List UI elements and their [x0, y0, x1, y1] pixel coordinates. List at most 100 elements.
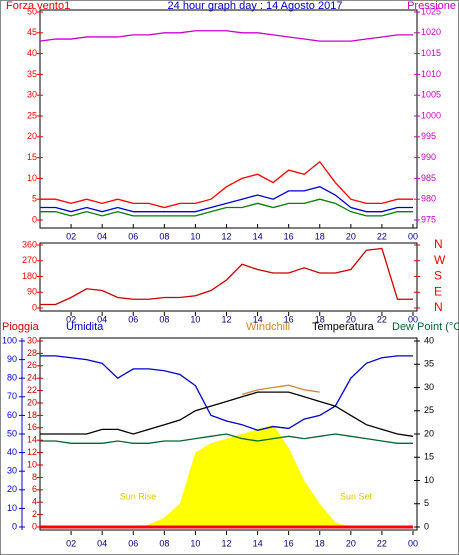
area: [40, 424, 413, 527]
y2-tick-label: S: [434, 269, 442, 283]
y3-tick-label: 80: [7, 373, 17, 383]
y-tick-label: 45: [27, 27, 37, 37]
y-tick-label: 90: [27, 287, 37, 297]
y2-tick-label: 980: [421, 194, 436, 204]
x-tick-label: 20: [346, 538, 356, 548]
y2-tick-label: W: [434, 253, 446, 267]
y-tick-label: 6: [32, 484, 37, 494]
windchill-label: Windchill: [246, 321, 290, 333]
y-tick-label: 0: [32, 214, 37, 224]
y3-tick-label: 100: [2, 335, 17, 345]
y-tick-label: 35: [27, 69, 37, 79]
x-tick-label: 14: [253, 314, 263, 324]
temperature-label: Temperatura: [312, 321, 375, 333]
x-tick-label: 16: [284, 538, 294, 548]
x-tick-label: 10: [190, 231, 200, 241]
y2-tick-label: 1015: [421, 48, 441, 58]
y2-tick-label: 1025: [421, 6, 441, 16]
y-tick-label: 360: [22, 239, 37, 249]
x-tick-label: 14: [253, 538, 263, 548]
x-tick-label: 22: [377, 314, 387, 324]
x-tick-label: 22: [377, 231, 387, 241]
y-tick-label: 25: [27, 110, 37, 120]
y2-tick-label: 995: [421, 131, 436, 141]
y2-tick-label: N: [434, 300, 443, 314]
y-tick-label: 5: [32, 194, 37, 204]
y-tick-label: 10: [27, 173, 37, 183]
y-tick-label: 4: [32, 497, 37, 507]
annotation: Sun Set: [340, 491, 373, 501]
y-tick-label: 20: [27, 397, 37, 407]
y3-tick-label: 30: [7, 466, 17, 476]
line: [40, 247, 413, 306]
x-tick-label: 06: [128, 314, 138, 324]
x-tick-label: 10: [190, 538, 200, 548]
y-tick-label: 0: [32, 521, 37, 531]
annotation: Sun Rise: [120, 491, 157, 501]
humidity-label: Umidita: [66, 321, 104, 333]
y-tick-label: 0: [32, 302, 37, 312]
x-tick-label: 08: [159, 314, 169, 324]
y-tick-label: 30: [27, 335, 37, 345]
x-tick-label: 20: [346, 314, 356, 324]
pressure-label: Pressione: [407, 0, 456, 12]
y-tick-label: 2: [32, 509, 37, 519]
y3-tick-label: 90: [7, 354, 17, 364]
x-tick-label: 02: [66, 231, 76, 241]
y-tick-label: 26: [27, 360, 37, 370]
x-tick-label: 10: [190, 314, 200, 324]
y2-tick-label: 0: [424, 521, 429, 531]
y-tick-label: 28: [27, 348, 37, 358]
x-tick-label: 12: [221, 231, 231, 241]
y2-tick-label: 975: [421, 214, 436, 224]
y-tick-label: 15: [27, 152, 37, 162]
y2-tick-label: E: [434, 284, 442, 298]
y-tick-label: 180: [22, 271, 37, 281]
y2-tick-label: 1005: [421, 90, 441, 100]
x-tick-label: 14: [253, 231, 263, 241]
dewpoint-label: Dew Point (°C: [392, 321, 459, 333]
x-tick-label: 00: [408, 314, 418, 324]
panel-frame: [39, 9, 418, 229]
y-tick-label: 10: [27, 459, 37, 469]
line: [40, 433, 413, 444]
y2-tick-label: 15: [424, 452, 434, 462]
y-tick-label: 24: [27, 373, 37, 383]
x-tick-label: 06: [128, 231, 138, 241]
y2-tick-label: 1020: [421, 27, 441, 37]
x-tick-label: 18: [315, 231, 325, 241]
x-tick-label: 18: [315, 538, 325, 548]
rain-label: Pioggia: [2, 321, 40, 333]
y2-tick-label: 1000: [421, 110, 441, 120]
y-tick-label: 14: [27, 435, 37, 445]
x-tick-label: 04: [97, 231, 107, 241]
y2-tick-label: 20: [424, 428, 434, 438]
y-tick-label: 50: [27, 6, 37, 16]
line: [40, 355, 413, 431]
line: [241, 384, 320, 396]
y-tick-label: 8: [32, 472, 37, 482]
line: [39, 30, 413, 42]
y-tick-label: 12: [27, 447, 37, 457]
x-tick-label: 08: [159, 538, 169, 548]
line: [40, 198, 413, 217]
x-tick-label: 16: [284, 231, 294, 241]
y3-tick-label: 10: [7, 503, 17, 513]
y-tick-label: 40: [27, 48, 37, 58]
x-tick-label: 00: [408, 231, 418, 241]
x-tick-label: 12: [221, 314, 231, 324]
x-tick-label: 02: [66, 538, 76, 548]
x-tick-label: 08: [159, 231, 169, 241]
x-tick-label: 04: [97, 538, 107, 548]
y2-tick-label: 10: [424, 475, 434, 485]
x-tick-label: 02: [66, 314, 76, 324]
x-tick-label: 12: [221, 538, 231, 548]
y-tick-label: 18: [27, 410, 37, 420]
y3-tick-label: 60: [7, 410, 17, 420]
x-tick-label: 06: [128, 538, 138, 548]
line: [40, 160, 413, 209]
x-tick-label: 20: [346, 231, 356, 241]
x-tick-label: 16: [284, 314, 294, 324]
x-tick-label: 00: [408, 538, 418, 548]
